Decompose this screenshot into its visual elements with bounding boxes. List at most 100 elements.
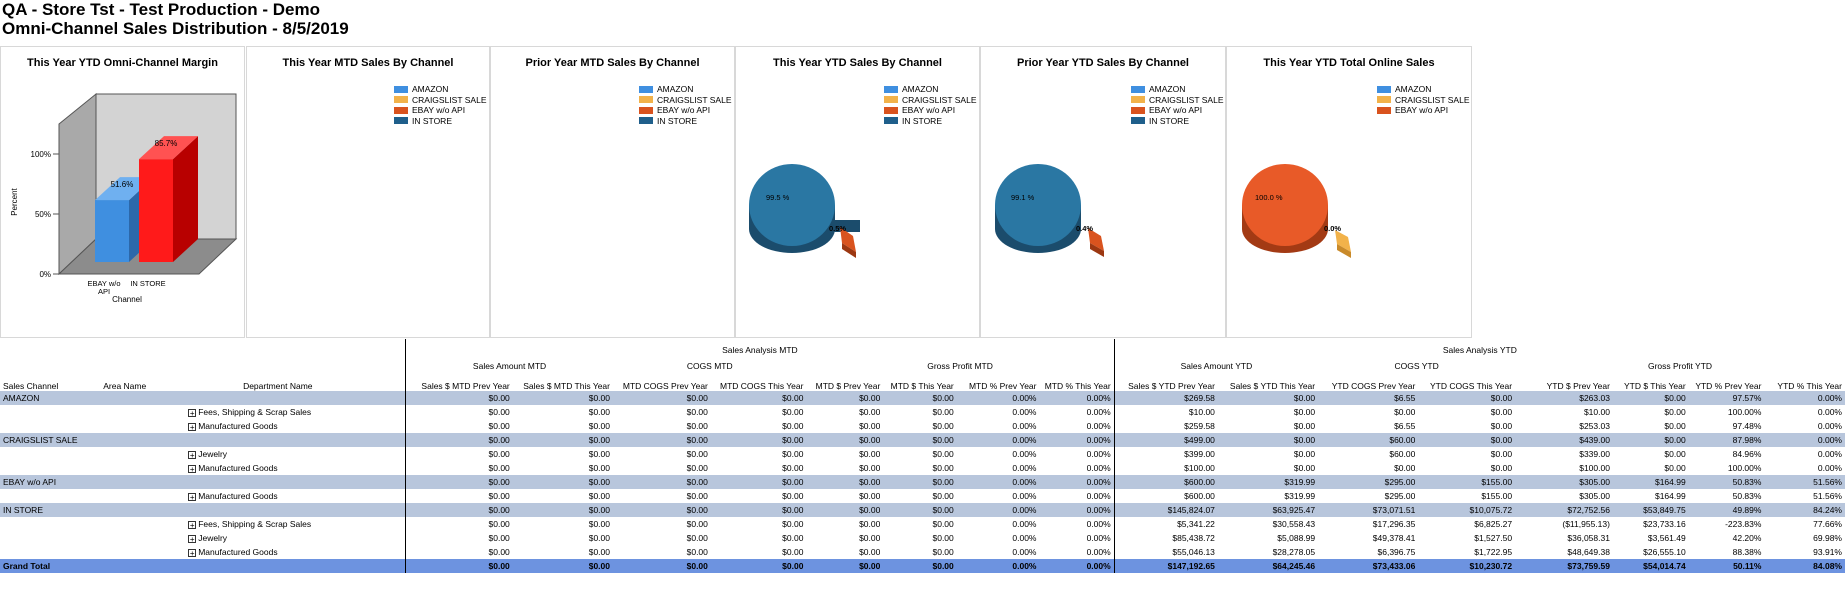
area-name-cell: + Manufactured Goods <box>100 489 278 503</box>
legend-swatch <box>1131 96 1145 104</box>
sales-channel-cell: IN STORE <box>0 503 101 517</box>
legend-item-craigslist: CRAIGSLIST SALE <box>1377 95 1469 106</box>
table-cell: 69.98% <box>1813 533 1842 543</box>
y-tick-label: 100% <box>31 150 51 159</box>
legend-swatch <box>394 96 408 104</box>
table-cell: $253.03 <box>1579 421 1610 431</box>
panel-title: Prior Year YTD Sales By Channel <box>1016 57 1189 69</box>
table-cell: $0.00 <box>1490 407 1513 417</box>
table-cell: $0.00 <box>686 421 708 431</box>
table-cell: $0.00 <box>588 463 610 473</box>
table-cell: $0.00 <box>405 447 513 461</box>
table-cell: $1,527.50 <box>1474 533 1513 543</box>
sales-channel-cell: AMAZON <box>0 391 101 405</box>
expand-icon[interactable]: + <box>188 492 197 502</box>
table-cell: $0.00 <box>686 547 708 557</box>
table-cell: $269.58 <box>1113 391 1218 405</box>
table-cell: 0.00% <box>1086 463 1111 473</box>
table-cell: 0.00% <box>1012 491 1037 501</box>
department-row: + Jewelry $0.00 $0.00 $0.00 $0.00 $0.00 $0.00 0.… <box>0 531 1845 545</box>
table-cell: 0.00% <box>956 475 1040 489</box>
expand-icon[interactable]: + <box>188 548 197 558</box>
pie-label-big: 99.5 % <box>766 193 790 202</box>
table-cell: $0.00 <box>613 391 711 405</box>
area-name: Manufactured Goods <box>198 421 278 431</box>
table-cell: $0.00 <box>1664 407 1686 417</box>
table-cell: $0.00 <box>782 519 804 529</box>
table-cell: $6.55 <box>1394 421 1416 431</box>
expand-icon[interactable]: + <box>188 464 197 474</box>
table-cell: 84.96% <box>1732 449 1762 459</box>
sales-channel-cell <box>0 531 100 545</box>
table-cell: $3,561.49 <box>1647 533 1686 543</box>
table-cell: $73,071.51 <box>1318 503 1419 517</box>
table-cell: $73,433.06 <box>1318 559 1419 573</box>
expand-icon[interactable]: + <box>188 408 197 418</box>
panel-prior-mtd-sales: Prior Year MTD Sales By Channel AMAZON C… <box>490 46 735 338</box>
area-name-cell: + Fees, Shipping & Scrap Sales <box>100 405 311 419</box>
table-cell: $600.00 <box>1113 489 1218 503</box>
report-title: QA - Store Tst - Test Production - Demo <box>2 0 320 19</box>
table-cell: 0.00% <box>1039 433 1115 447</box>
legend-item-amazon: AMAZON <box>394 84 486 95</box>
column-header: Area Name <box>103 381 147 391</box>
table-cell: 0.00% <box>1012 421 1037 431</box>
table-cell <box>240 391 406 405</box>
table-cell: $0.00 <box>405 559 513 573</box>
table-cell: $0.00 <box>686 463 708 473</box>
table-cell: $147,192.65 <box>1113 559 1218 573</box>
table-cell: $30,558.43 <box>1272 519 1316 529</box>
expand-icon[interactable]: + <box>188 534 197 544</box>
table-cell: $0.00 <box>710 391 807 405</box>
table-cell: 0.00% <box>1039 559 1115 573</box>
area-name: Fees, Shipping & Scrap Sales <box>198 407 312 417</box>
table-cell: $0.00 <box>932 463 954 473</box>
table-cell <box>100 475 241 489</box>
legend-item-instore: IN STORE <box>884 116 976 127</box>
column-header: YTD $ This Year <box>1623 381 1686 391</box>
table-cell: 0.00% <box>956 503 1040 517</box>
table-cell: $0.00 <box>883 559 957 573</box>
table-cell: $0.00 <box>512 475 613 489</box>
legend-item-instore: IN STORE <box>639 116 731 127</box>
table-cell: $48,649.38 <box>1567 547 1610 557</box>
table-cell <box>240 559 406 573</box>
table-cell: $17,296.35 <box>1372 519 1416 529</box>
panel-ytd-sales: This Year YTD Sales By Channel AMAZON CR… <box>735 46 980 338</box>
panel-title: This Year MTD Sales By Channel <box>282 57 454 69</box>
bar-value-label: 85.7% <box>155 139 178 148</box>
table-cell: $0.00 <box>613 433 711 447</box>
y-tick-label: 0% <box>39 270 51 279</box>
expand-icon[interactable]: + <box>188 520 197 530</box>
table-cell: $0.00 <box>405 461 513 475</box>
table-cell: $10.00 <box>1113 405 1218 419</box>
legend-swatch <box>884 117 898 125</box>
table-cell: $0.00 <box>883 503 957 517</box>
legend-swatch <box>1131 117 1145 125</box>
department-row: + Manufactured Goods $0.00 $0.00 $0.00 $0.00 $… <box>0 489 1845 503</box>
table-cell: $399.00 <box>1113 447 1218 461</box>
table-cell: 0.00% <box>1012 463 1037 473</box>
column-header: MTD % This Year <box>1044 381 1111 391</box>
table-cell: $0.00 <box>1293 463 1316 473</box>
area-name: Manufactured Goods <box>198 491 278 501</box>
table-cell <box>240 475 406 489</box>
expand-icon[interactable]: + <box>188 422 197 432</box>
table-cell: $0.00 <box>782 407 804 417</box>
table-cell: $0.00 <box>613 503 711 517</box>
table-cell: 87.98% <box>1688 433 1765 447</box>
table-cell: $60.00 <box>1318 433 1419 447</box>
table-cell: $85,438.72 <box>1113 531 1218 545</box>
bar-front <box>139 159 173 262</box>
table-cell: $72,752.56 <box>1515 503 1613 517</box>
table-cell: $0.00 <box>859 547 881 557</box>
pie-chart: 100.0 % 0.0% <box>1242 164 1351 258</box>
table-cell: $0.00 <box>405 545 513 559</box>
table-cell: $5,341.22 <box>1113 517 1218 531</box>
table-cell: 0.00% <box>1012 533 1037 543</box>
sales-channel-cell: EBAY w/o API <box>0 475 101 489</box>
table-cell: $0.00 <box>782 491 804 501</box>
expand-icon[interactable]: + <box>188 450 197 460</box>
legend-swatch <box>639 117 653 125</box>
legend-swatch <box>1131 106 1145 114</box>
